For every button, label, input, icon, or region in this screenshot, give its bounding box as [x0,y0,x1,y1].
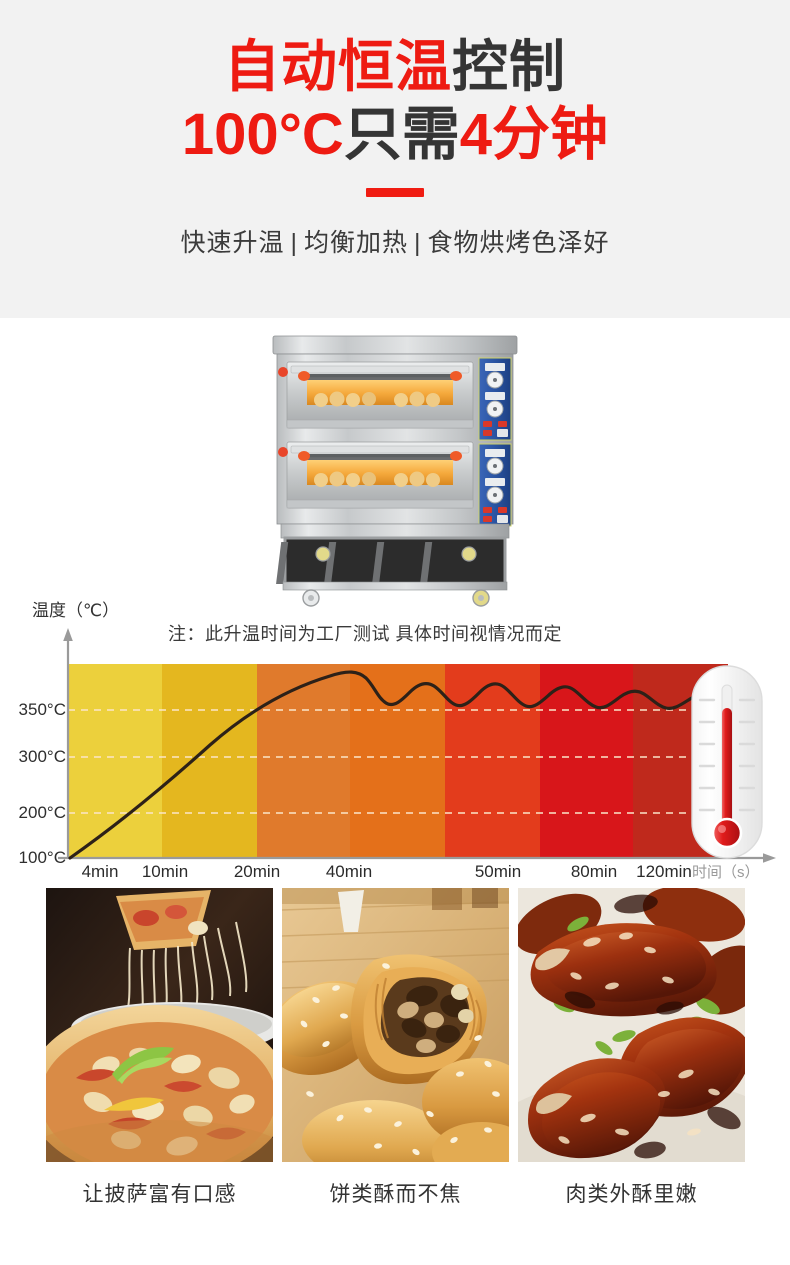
control-panel-upper[interactable] [478,357,512,441]
gallery-captions: 让披萨富有口感 饼类酥而不焦 肉类外酥里嫩 [46,1178,746,1208]
y-tick-100-label: 100°C [18,848,66,867]
x-tick-40min: 40min [325,862,373,881]
pizza-illustration [46,888,273,1162]
x-tick-4min: 4min [81,862,119,881]
headline-only-needs: 只需 [343,101,460,167]
subtitle-features: 快速升温 | 均衡加热 | 食物烘烤色泽好 [180,223,609,259]
x-tick-20min: 20min [233,862,281,881]
thermometer-bulb [711,817,743,849]
deck-2-knob [278,447,288,457]
deck-1-handle-right [450,371,462,381]
temperature-curve [68,670,732,860]
sesame-pastry-photo [282,888,509,1162]
y-tick-200-label: 200°C [18,803,66,822]
deck-2-bread [314,471,440,487]
chicken-wings-illustration [518,888,745,1162]
subtitle-separator-2: | [414,228,422,257]
y-tick-300-label: 300°C [18,747,66,766]
deck-1-knob [278,367,288,377]
control-panel-lower[interactable] [478,443,512,527]
oven-casters [302,546,490,607]
y-axis-arrow [63,628,73,641]
temperature-rise-chart [58,628,776,863]
x-tick-10min: 10min [141,862,189,881]
oven-illustration [272,335,518,607]
band-50min [445,664,540,858]
pastry-illustration [282,888,509,1162]
stand-rails [276,542,433,584]
band-80min [540,664,633,858]
caption-chicken: 肉类外酥里嫩 [565,1183,698,1206]
product-image-oven [255,332,535,612]
headline-temperature-value: 100°C [181,101,344,167]
band-20min [257,664,350,858]
y-tick-350-label: 350°C [18,700,66,719]
headline-highlight-auto-thermostat: 自动恒温 [224,35,452,98]
headline-control: 控制 [452,35,566,98]
band-4min [68,664,162,858]
food-gallery [46,888,746,1162]
subtitle-feature-1: 快速升温 [180,228,285,257]
deck-2-handle-right [450,451,462,461]
headline-line-1: 自动恒温控制 [224,35,566,99]
deck-1-handle-left [298,371,310,381]
headline-line-2: 100°C只需4分钟 [181,101,609,168]
header-banner: 自动恒温控制 100°C只需4分钟 快速升温 | 均衡加热 | 食物烘烤色泽好 [0,0,790,318]
chart-axes [58,628,776,863]
red-divider-bar [366,187,424,197]
band-10min [162,664,257,858]
band-40min [350,664,445,858]
x-tick-120min: 120min [636,862,692,881]
chart-gridlines [68,709,728,814]
pizza-cheese-pull-photo [46,888,273,1162]
subtitle-feature-2: 均衡加热 [303,228,408,257]
thermometer-icon [691,665,763,859]
caption-pastry: 饼类酥而不焦 [329,1183,462,1206]
headline-duration-value: 4分钟 [459,101,609,167]
chart-note: 注：此升温时间为工厂测试 具体时间视情况而定 [168,624,562,644]
chart-y-axis-title: 温度（℃） [32,601,120,620]
x-axis-arrow [763,853,776,863]
subtitle-separator-1: | [290,228,298,257]
chart-x-axis-title: 时间（s） [692,864,760,881]
subtitle-feature-3: 食物烘烤色泽好 [427,228,610,257]
deck-2-handle-left [298,451,310,461]
chart-color-bands [68,664,728,858]
thermometer-mercury [722,708,732,826]
x-tick-50min: 50min [474,862,522,881]
caption-pizza: 让披萨富有口感 [82,1183,237,1206]
deck-1-bread [314,391,440,407]
glazed-chicken-wings-photo [518,888,745,1162]
x-tick-80min: 80min [570,862,618,881]
